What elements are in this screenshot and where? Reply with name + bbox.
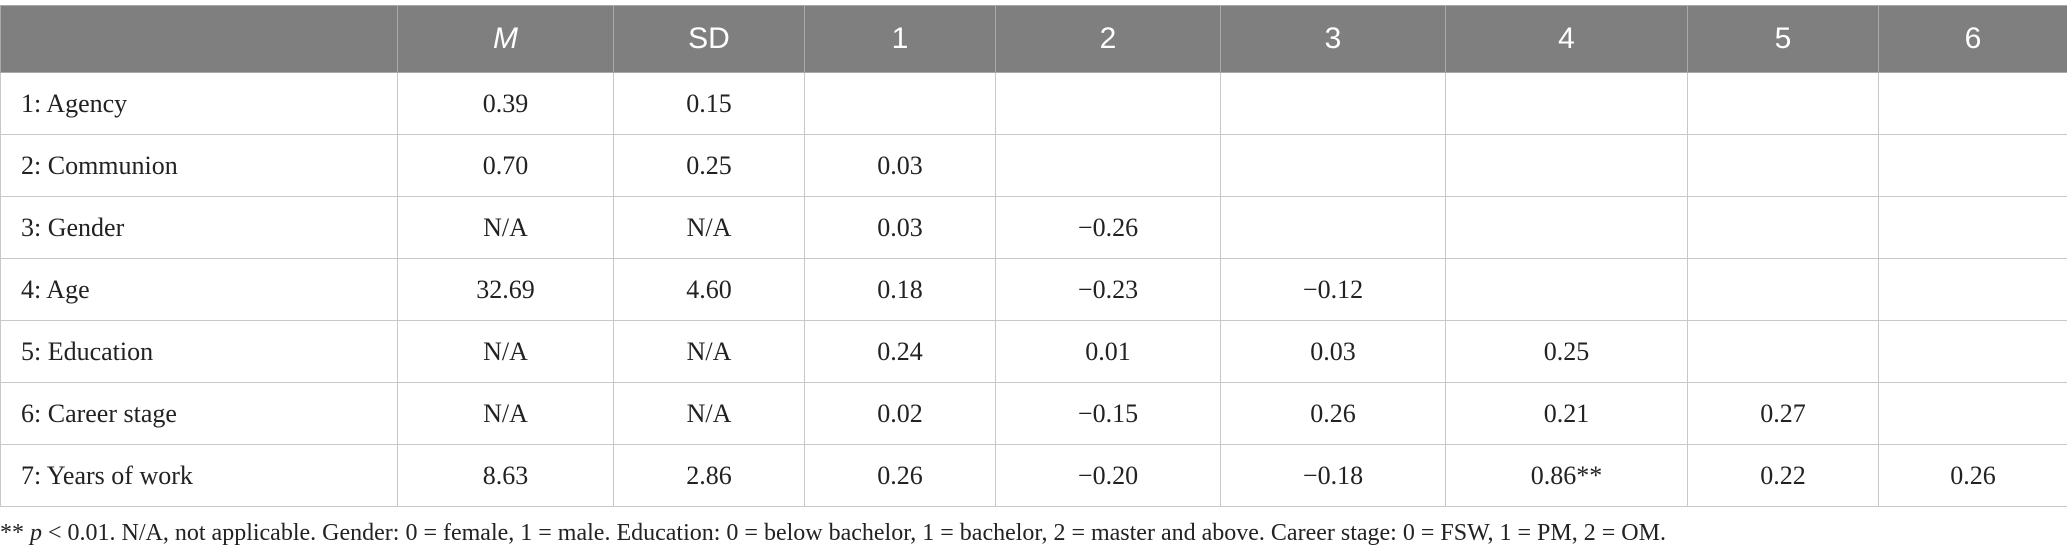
- table-cell: [1220, 134, 1446, 197]
- table-header: M SD 1 2 3 4 5 6: [0, 5, 2067, 73]
- table-cell: [1687, 72, 1879, 135]
- table-cell: [1445, 196, 1688, 259]
- table-cell: [1878, 320, 2067, 383]
- table-cell: [995, 72, 1221, 135]
- table-body: 1: Agency 0.39 0.15 2: Communion 0.70 0.…: [0, 72, 2067, 507]
- table-cell: 0.26: [1878, 444, 2067, 507]
- table-cell: [1445, 134, 1688, 197]
- row-label: 6: Career stage: [0, 382, 398, 445]
- row-label: 1: Agency: [0, 72, 398, 135]
- row-label: 4: Age: [0, 258, 398, 321]
- table-cell: [1687, 320, 1879, 383]
- table-cell: N/A: [613, 196, 805, 259]
- table-cell: 0.22: [1687, 444, 1879, 507]
- table-row-career-stage: 6: Career stage N/A N/A 0.02 −0.15 0.26 …: [0, 382, 2067, 445]
- header-row: M SD 1 2 3 4 5 6: [0, 5, 2067, 73]
- table-cell: −0.20: [995, 444, 1221, 507]
- table-cell: [1687, 134, 1879, 197]
- table-cell: 0.03: [804, 134, 996, 197]
- table-cell: 0.02: [804, 382, 996, 445]
- table-cell: N/A: [397, 196, 614, 259]
- table-cell: 0.26: [1220, 382, 1446, 445]
- table-cell: 0.27: [1687, 382, 1879, 445]
- header-cell-4: 4: [1445, 5, 1688, 73]
- table-cell: 4.60: [613, 258, 805, 321]
- table-cell: 2.86: [613, 444, 805, 507]
- table-cell: [1445, 72, 1688, 135]
- header-cell-2: 2: [995, 5, 1221, 73]
- table-cell: 0.18: [804, 258, 996, 321]
- header-cell-sd: SD: [613, 5, 805, 73]
- table-cell: 0.15: [613, 72, 805, 135]
- table-cell: 0.03: [804, 196, 996, 259]
- table-cell: 0.21: [1445, 382, 1688, 445]
- table-row-education: 5: Education N/A N/A 0.24 0.01 0.03 0.25: [0, 320, 2067, 383]
- table-cell: [1220, 72, 1446, 135]
- table-cell: [804, 72, 996, 135]
- table-cell: −0.12: [1220, 258, 1446, 321]
- row-label: 3: Gender: [0, 196, 398, 259]
- table-cell: 32.69: [397, 258, 614, 321]
- row-label: 7: Years of work: [0, 444, 398, 507]
- table-cell: N/A: [397, 382, 614, 445]
- table-cell: 0.70: [397, 134, 614, 197]
- row-label: 2: Communion: [0, 134, 398, 197]
- header-cell-5: 5: [1687, 5, 1879, 73]
- table-cell: 0.39: [397, 72, 614, 135]
- table-cell: [1878, 72, 2067, 135]
- table-cell: 0.24: [804, 320, 996, 383]
- table-cell: [1687, 258, 1879, 321]
- table-cell: N/A: [613, 382, 805, 445]
- table-cell: [1878, 258, 2067, 321]
- table-row-communion: 2: Communion 0.70 0.25 0.03: [0, 134, 2067, 197]
- table-cell: [1445, 258, 1688, 321]
- table-cell: 0.25: [613, 134, 805, 197]
- table-cell: [1687, 196, 1879, 259]
- header-cell-3: 3: [1220, 5, 1446, 73]
- table-cell: −0.23: [995, 258, 1221, 321]
- header-cell-6: 6: [1878, 5, 2067, 73]
- table-row-years-of-work: 7: Years of work 8.63 2.86 0.26 −0.20 −0…: [0, 444, 2067, 507]
- table-row-age: 4: Age 32.69 4.60 0.18 −0.23 −0.12: [0, 258, 2067, 321]
- table-cell: [1878, 134, 2067, 197]
- table-row-agency: 1: Agency 0.39 0.15: [0, 72, 2067, 135]
- correlation-table: M SD 1 2 3 4 5 6 1: Agency 0.39 0.15: [0, 5, 2067, 507]
- table-cell: [995, 134, 1221, 197]
- table-cell: 0.25: [1445, 320, 1688, 383]
- footnote-p-symbol: p: [30, 520, 42, 546]
- table-footnote: ** p < 0.01. N/A, not applicable. Gender…: [0, 520, 1666, 547]
- table-cell: 8.63: [397, 444, 614, 507]
- table-cell: 0.26: [804, 444, 996, 507]
- table-cell: [1220, 196, 1446, 259]
- table-cell: 0.01: [995, 320, 1221, 383]
- correlation-table-container: M SD 1 2 3 4 5 6 1: Agency 0.39 0.15: [0, 5, 2067, 507]
- table-cell: −0.15: [995, 382, 1221, 445]
- table-cell: 0.03: [1220, 320, 1446, 383]
- table-cell: −0.26: [995, 196, 1221, 259]
- header-cell-mean: M: [397, 5, 614, 73]
- header-cell-blank: [0, 5, 398, 73]
- table-cell: [1878, 196, 2067, 259]
- footnote-stars: **: [0, 520, 24, 546]
- table-row-gender: 3: Gender N/A N/A 0.03 −0.26: [0, 196, 2067, 259]
- header-cell-1: 1: [804, 5, 996, 73]
- table-cell: N/A: [397, 320, 614, 383]
- table-cell: [1878, 382, 2067, 445]
- table-cell: −0.18: [1220, 444, 1446, 507]
- row-label: 5: Education: [0, 320, 398, 383]
- table-cell: 0.86**: [1445, 444, 1688, 507]
- footnote-text: < 0.01. N/A, not applicable. Gender: 0 =…: [42, 520, 1666, 546]
- table-cell: N/A: [613, 320, 805, 383]
